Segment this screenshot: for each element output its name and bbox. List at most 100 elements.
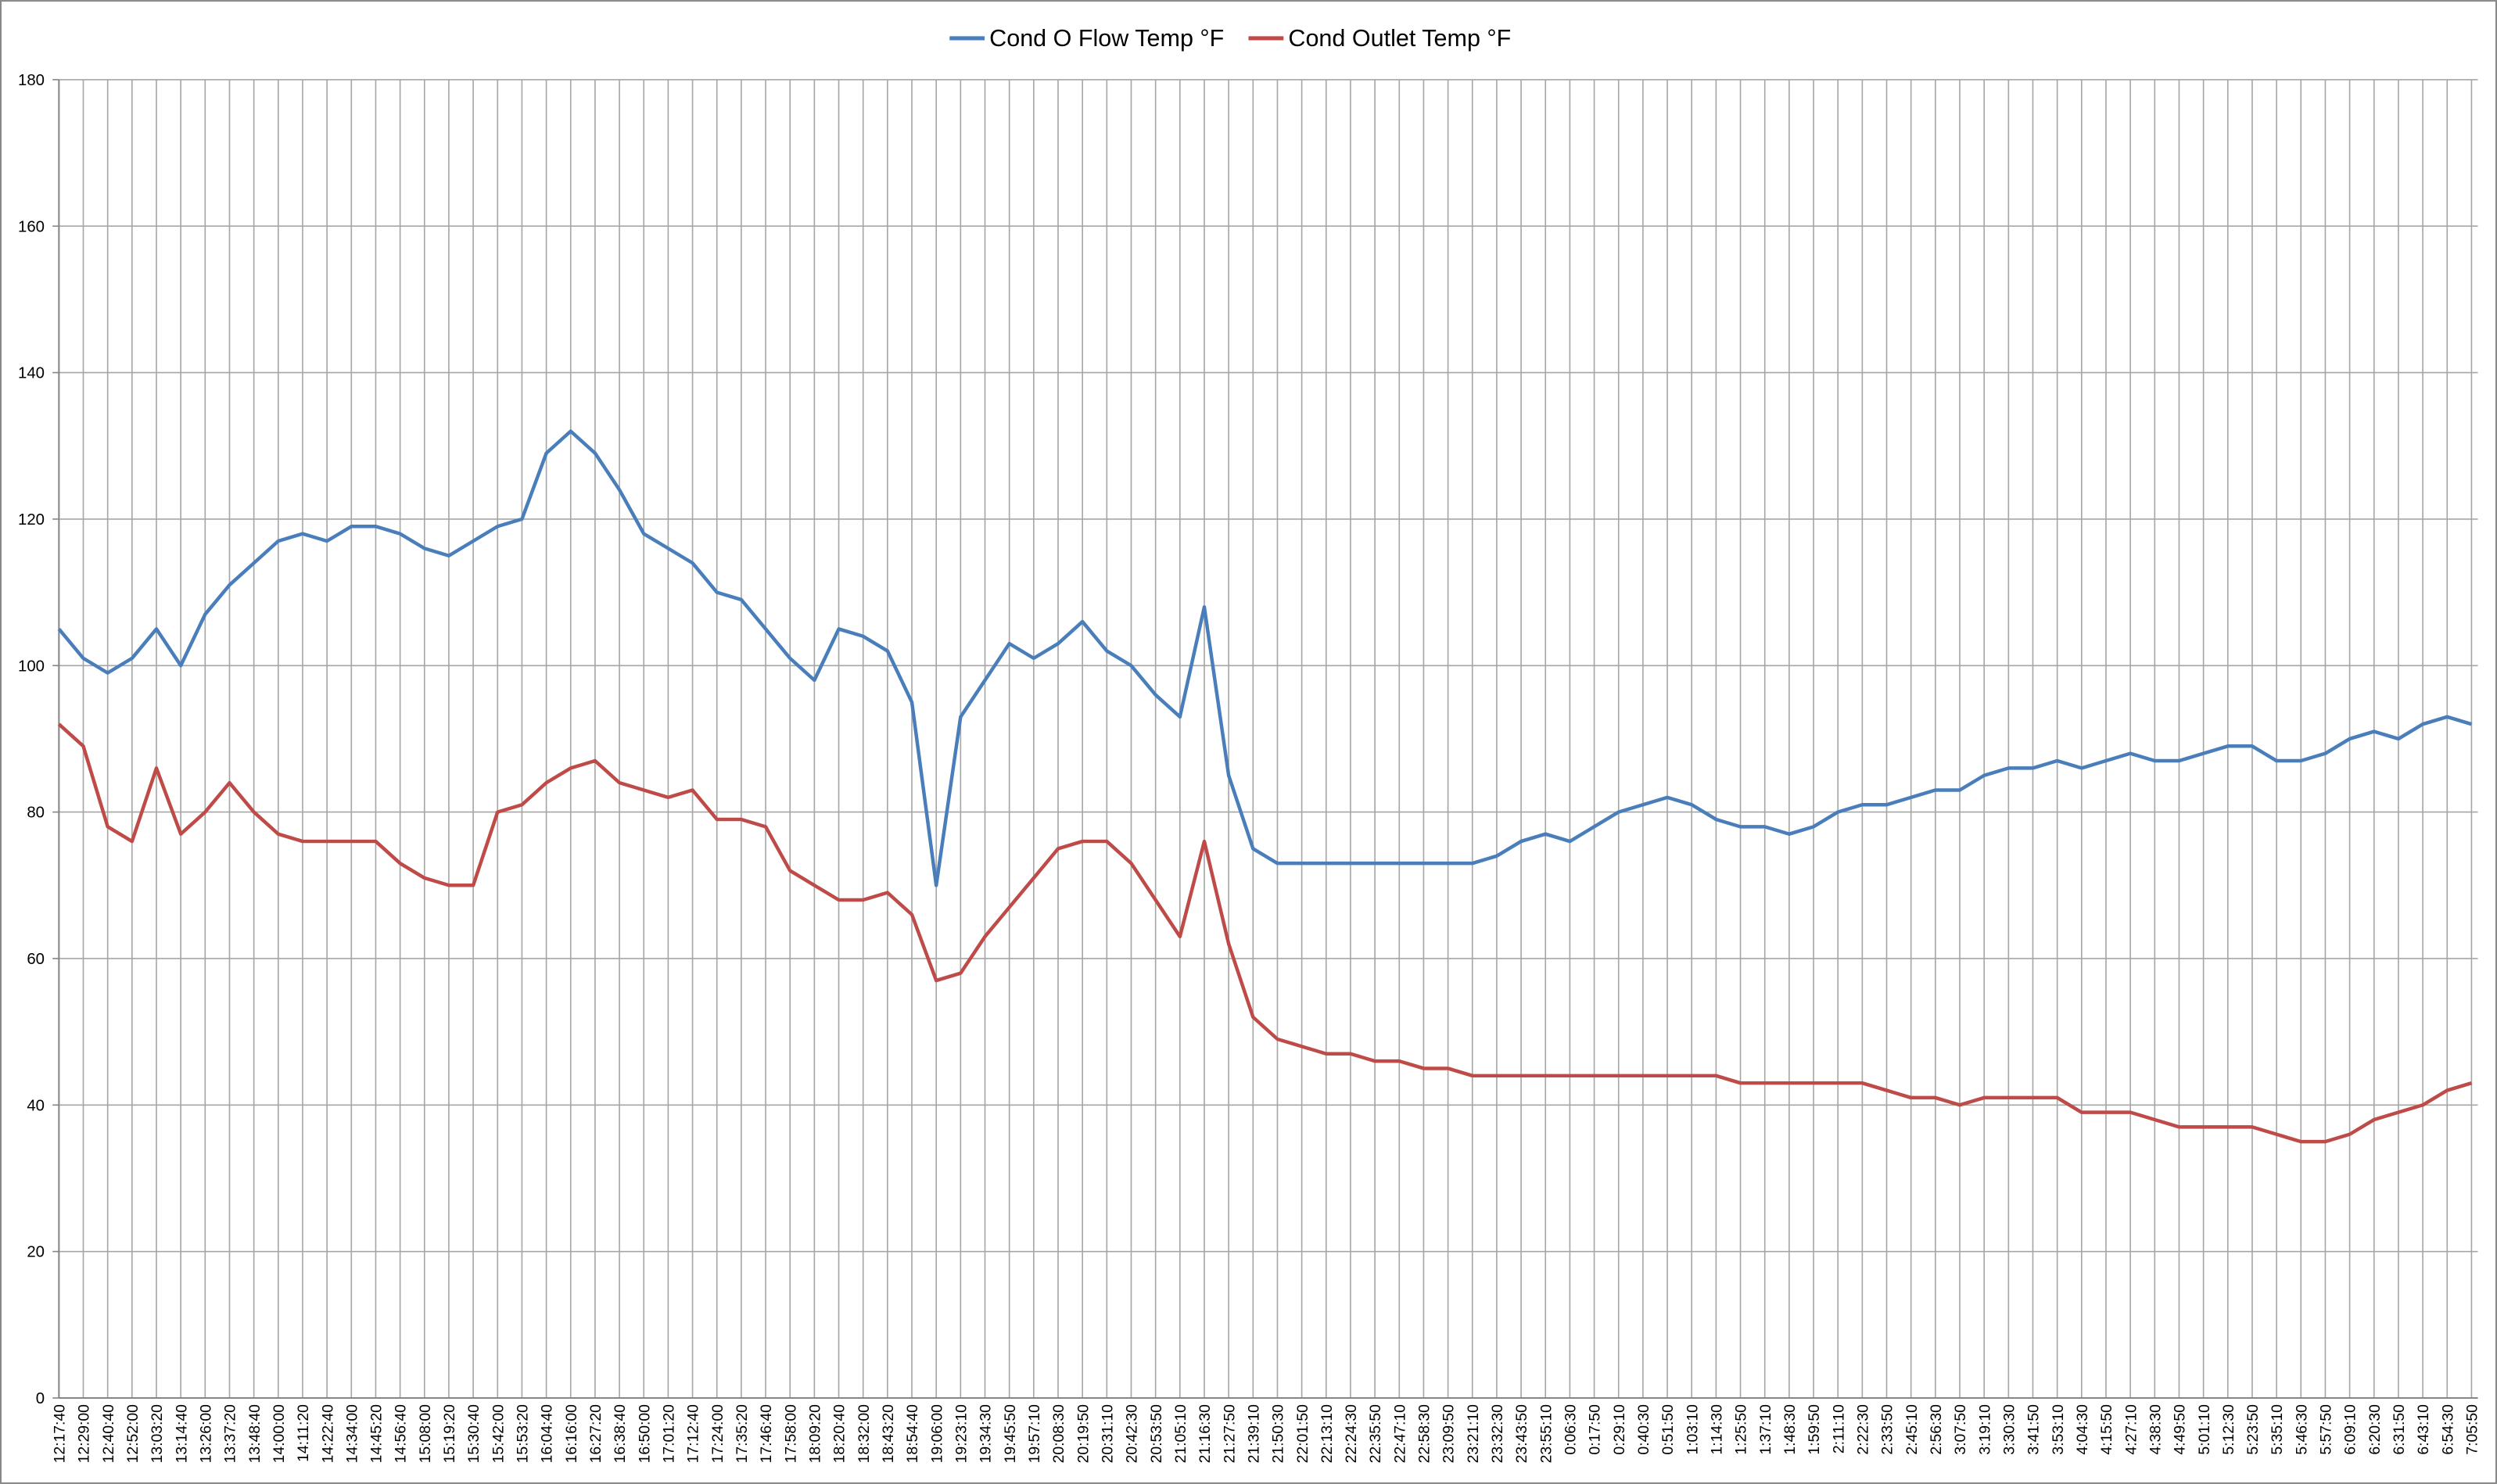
x-tick-label: 19:45:50 bbox=[1002, 1404, 1019, 1463]
x-tick-label: 22:47:10 bbox=[1391, 1404, 1408, 1463]
x-tick-label: 4:49:50 bbox=[2172, 1404, 2189, 1455]
x-tick-label: 23:43:50 bbox=[1513, 1404, 1530, 1463]
x-tick-label: 17:24:00 bbox=[709, 1404, 726, 1463]
x-tick-label: 20:19:50 bbox=[1074, 1404, 1092, 1463]
y-tick-label: 180 bbox=[18, 72, 45, 89]
x-tick-label: 18:54:40 bbox=[904, 1404, 921, 1463]
x-tick-label: 7:05:50 bbox=[2464, 1404, 2481, 1455]
y-tick-label: 140 bbox=[18, 365, 45, 382]
x-tick-label: 15:08:00 bbox=[417, 1404, 434, 1463]
x-tick-label: 1:25:50 bbox=[1733, 1404, 1750, 1455]
y-tick-label: 120 bbox=[18, 511, 45, 529]
x-tick-label: 2:11:10 bbox=[1830, 1404, 1847, 1454]
grid: 0 20 40 60 80 100 120 140 160 180 12:17:40 12:29:00… bbox=[18, 72, 2481, 1463]
x-tick-label: 20:53:50 bbox=[1148, 1404, 1165, 1463]
x-tick-label: 19:06:00 bbox=[928, 1404, 945, 1463]
x-tick-label: 5:57:50 bbox=[2318, 1404, 2335, 1455]
x-tick-label: 16:16:00 bbox=[563, 1404, 580, 1463]
x-tick-label: 23:09:50 bbox=[1440, 1404, 1458, 1463]
x-tick-label: 16:38:40 bbox=[612, 1404, 629, 1463]
x-tick-label: 3:07:50 bbox=[1952, 1404, 1969, 1455]
x-tick-label: 21:27:50 bbox=[1221, 1404, 1238, 1463]
x-tick-label: 17:46:40 bbox=[758, 1404, 775, 1463]
x-tick-label: 2:56:30 bbox=[1928, 1404, 1945, 1455]
x-tick-label: 4:27:10 bbox=[2122, 1404, 2140, 1455]
x-tick-label: 17:35:20 bbox=[734, 1404, 751, 1463]
x-tick-label: 0:40:30 bbox=[1635, 1404, 1652, 1455]
x-tick-label: 19:23:10 bbox=[953, 1404, 970, 1463]
x-tick-label: 13:14:40 bbox=[173, 1404, 190, 1463]
x-tick-label: 15:53:20 bbox=[515, 1404, 532, 1463]
series-line bbox=[57, 722, 2473, 1144]
x-tick-label: 12:17:40 bbox=[51, 1404, 68, 1463]
y-tick-label: 160 bbox=[18, 218, 45, 235]
y-tick-label: 40 bbox=[27, 1097, 45, 1114]
x-tick-label: 21:50:30 bbox=[1270, 1404, 1287, 1463]
x-tick-label: 17:12:40 bbox=[685, 1404, 702, 1463]
x-tick-label: 0:17:50 bbox=[1587, 1404, 1604, 1455]
y-tick-label: 20 bbox=[27, 1244, 45, 1261]
x-tick-label: 16:50:00 bbox=[636, 1404, 653, 1463]
x-tick-label: 2:22:30 bbox=[1854, 1404, 1871, 1455]
x-tick-label: 21:16:30 bbox=[1196, 1404, 1214, 1463]
y-tick-label: 80 bbox=[27, 805, 45, 822]
x-tick-label: 17:01:20 bbox=[661, 1404, 678, 1463]
legend-label: Cond O Flow Temp °F bbox=[989, 25, 1224, 52]
x-tick-label: 14:11:20 bbox=[295, 1404, 312, 1462]
x-tick-label: 2:33:50 bbox=[1879, 1404, 1896, 1455]
x-tick-label: 19:57:10 bbox=[1026, 1404, 1043, 1463]
x-tick-label: 22:58:30 bbox=[1416, 1404, 1433, 1463]
y-tick-label: 60 bbox=[27, 951, 45, 968]
x-tick-label: 20:31:10 bbox=[1099, 1404, 1116, 1463]
x-tick-label: 5:01:10 bbox=[2196, 1404, 2213, 1455]
x-tick-label: 23:21:10 bbox=[1465, 1404, 1482, 1463]
y-tick-label: 0 bbox=[36, 1390, 45, 1407]
x-tick-label: 21:05:10 bbox=[1172, 1404, 1189, 1463]
x-tick-label: 1:03:10 bbox=[1684, 1404, 1701, 1455]
x-tick-label: 12:29:00 bbox=[76, 1404, 93, 1463]
x-tick-label: 18:20:40 bbox=[831, 1404, 848, 1463]
x-tick-label: 6:09:10 bbox=[2342, 1404, 2359, 1455]
legend-label: Cond Outlet Temp °F bbox=[1288, 25, 1511, 52]
y-tick-label: 100 bbox=[18, 658, 45, 675]
x-tick-label: 0:51:50 bbox=[1659, 1404, 1677, 1455]
x-tick-label: 2:45:10 bbox=[1903, 1404, 1921, 1455]
x-tick-label: 0:06:30 bbox=[1562, 1404, 1580, 1455]
x-tick-label: 18:09:20 bbox=[807, 1404, 824, 1463]
x-tick-label: 5:12:30 bbox=[2220, 1404, 2237, 1455]
x-tick-label: 12:40:40 bbox=[100, 1404, 117, 1463]
x-tick-label: 6:20:30 bbox=[2366, 1404, 2384, 1455]
x-tick-label: 15:42:00 bbox=[490, 1404, 507, 1463]
x-tick-label: 15:19:20 bbox=[441, 1404, 458, 1463]
x-tick-label: 22:35:50 bbox=[1367, 1404, 1384, 1463]
x-tick-label: 13:37:20 bbox=[222, 1404, 239, 1463]
x-tick-label: 14:00:00 bbox=[271, 1404, 288, 1463]
x-tick-label: 1:14:30 bbox=[1709, 1404, 1726, 1455]
x-tick-label: 14:34:00 bbox=[343, 1404, 361, 1463]
x-tick-label: 20:08:30 bbox=[1050, 1404, 1067, 1463]
x-tick-label: 16:04:40 bbox=[539, 1404, 556, 1463]
x-tick-label: 22:24:30 bbox=[1343, 1404, 1360, 1463]
x-tick-label: 5:23:50 bbox=[2244, 1404, 2262, 1455]
x-tick-label: 13:03:20 bbox=[149, 1404, 166, 1463]
x-tick-label: 0:29:10 bbox=[1611, 1404, 1628, 1455]
x-tick-label: 6:54:30 bbox=[2439, 1404, 2456, 1455]
x-tick-label: 6:31:50 bbox=[2391, 1404, 2408, 1455]
x-tick-label: 15:30:40 bbox=[465, 1404, 483, 1463]
plot bbox=[57, 429, 2473, 1144]
x-tick-label: 3:41:50 bbox=[2025, 1404, 2043, 1455]
legend: Cond O Flow Temp °F Cond Outlet Temp °F bbox=[949, 25, 1511, 52]
x-tick-label: 20:42:30 bbox=[1124, 1404, 1141, 1463]
x-tick-label: 6:43:10 bbox=[2415, 1404, 2432, 1455]
x-tick-label: 18:43:20 bbox=[880, 1404, 897, 1463]
x-tick-label: 12:52:00 bbox=[124, 1404, 142, 1463]
x-tick-label: 1:59:50 bbox=[1806, 1404, 1823, 1455]
x-tick-label: 16:27:20 bbox=[587, 1404, 605, 1463]
x-tick-label: 22:13:10 bbox=[1318, 1404, 1336, 1463]
x-tick-label: 21:39:10 bbox=[1245, 1404, 1262, 1463]
x-tick-label: 13:26:00 bbox=[197, 1404, 214, 1463]
x-tick-label: 22:01:50 bbox=[1294, 1404, 1311, 1463]
